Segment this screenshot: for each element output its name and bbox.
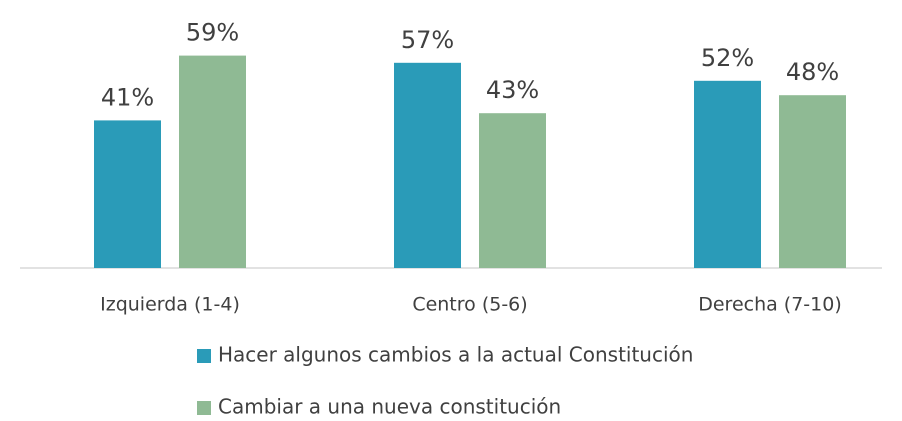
bar [94,120,161,269]
legend-label: Cambiar a una nueva constitución [218,395,561,419]
data-label: 48% [786,58,839,86]
bar [479,113,546,268]
data-label: 59% [186,19,239,47]
data-label: 57% [401,26,454,54]
x-tick-label: Centro (5-6) [412,294,527,316]
x-tick-label: Izquierda (1-4) [100,294,240,316]
x-tick-label: Derecha (7-10) [698,294,842,316]
bar [779,95,846,268]
bar [694,80,761,268]
data-label: 43% [486,76,539,104]
bar [394,62,461,268]
data-label: 41% [101,83,154,111]
legend-swatch [197,349,211,363]
bar [179,55,246,268]
legend-label: Hacer algunos cambios a la actual Consti… [218,343,693,367]
legend-swatch [197,401,211,415]
data-label: 52% [701,44,754,72]
